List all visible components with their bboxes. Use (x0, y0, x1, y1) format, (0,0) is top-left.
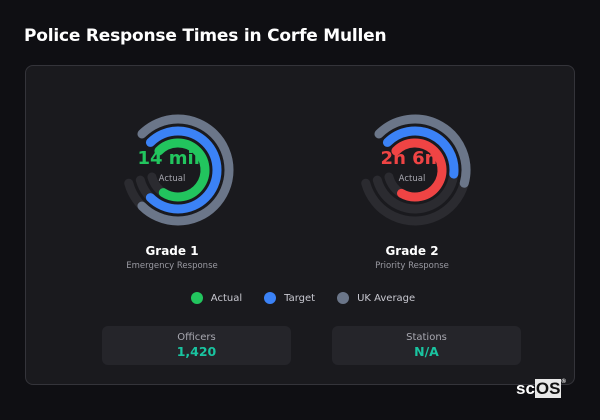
grade1-target-arc (145, 126, 222, 214)
legend-label: UK Average (357, 292, 416, 304)
stat-value: N/A (414, 344, 439, 359)
stat-label: Stations (406, 332, 447, 343)
grade1-title: Grade 1 (145, 244, 199, 258)
grade2-uk-average-arc (374, 114, 471, 188)
grade1-subtitle: Emergency Response (126, 261, 218, 271)
legend-dot-target (264, 292, 277, 304)
stat-value: 1,420 (176, 344, 217, 359)
grade2-center-value: 2h 6m (380, 148, 444, 169)
grade2-subtitle: Priority Response (375, 261, 449, 271)
grade2-title: Grade 2 (385, 244, 439, 258)
grade1-actual-arc (154, 138, 210, 202)
stat-label: Officers (177, 332, 216, 343)
legend-item-uk-average: UK Average (337, 292, 415, 304)
legend: Actual Target UK Average (0, 292, 600, 304)
legend-item-target: Target (264, 292, 315, 304)
stat-officers: Officers 1,420 (102, 326, 291, 365)
grade1-center-value: 14 min (137, 148, 207, 169)
legend-label: Actual (210, 292, 243, 304)
grade1-uk-average-arc (137, 114, 234, 226)
grade2-center-label: Actual (398, 174, 426, 184)
stat-stations: Stations N/A (332, 326, 521, 365)
grade1-center-label: Actual (158, 174, 186, 184)
legend-item-actual: Actual (190, 292, 243, 304)
legend-label: Target (284, 292, 316, 304)
legend-dot-actual (190, 292, 203, 304)
scos-logo: scOS® (516, 379, 566, 398)
grade2-target-arc (382, 126, 459, 179)
legend-dot-uk-average (337, 292, 350, 304)
grade2-actual-arc (391, 138, 447, 202)
page-title: Police Response Times in Corfe Mullen (24, 26, 387, 46)
